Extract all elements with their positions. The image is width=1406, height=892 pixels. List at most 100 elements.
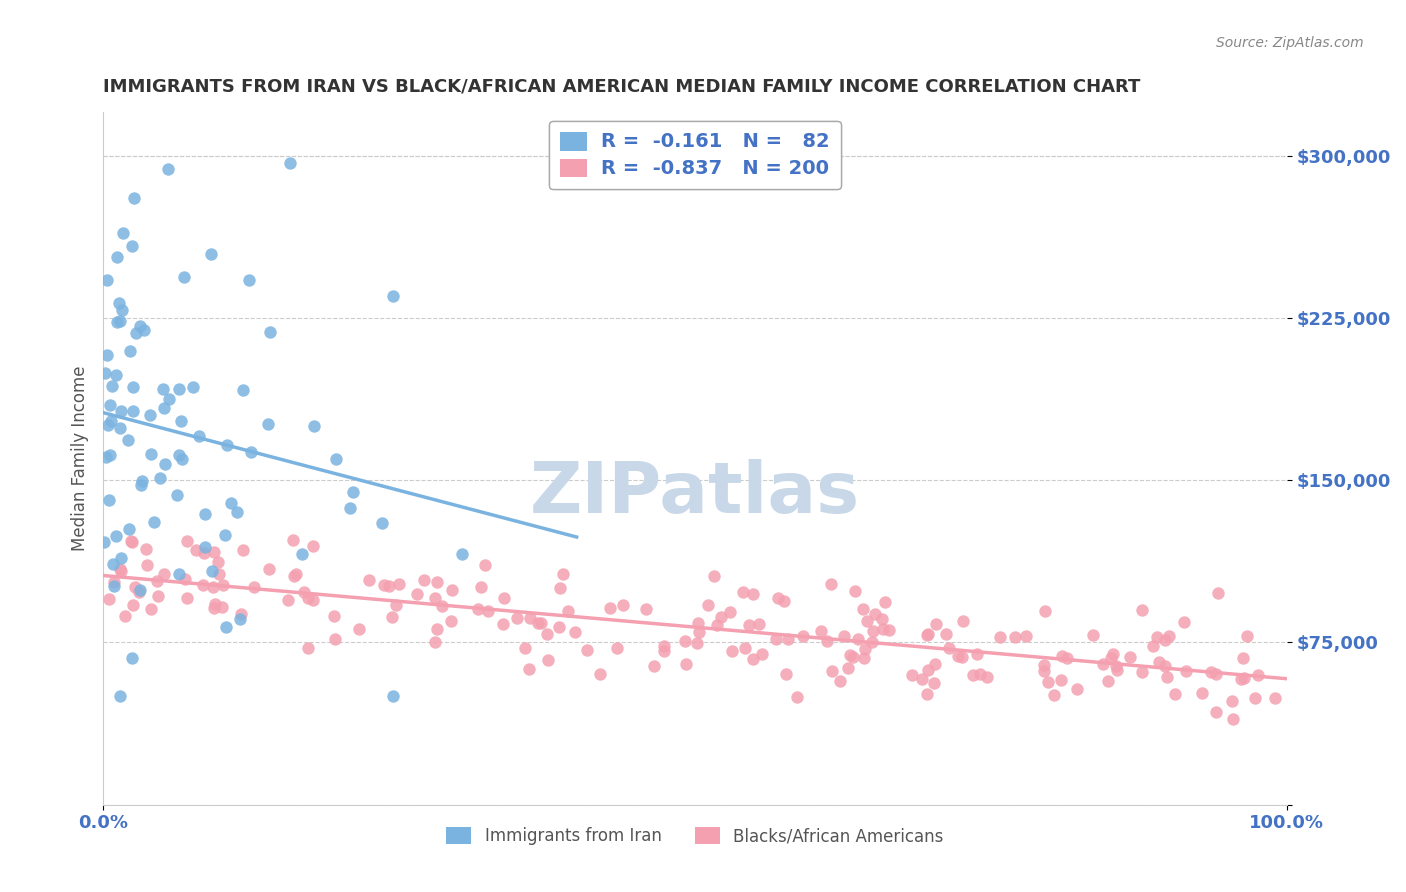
Point [105,315,128,329]
Point [451,547,474,561]
Point [302,539,325,553]
Point [548,581,571,595]
Point [924,657,946,672]
Point [426,575,449,590]
Point [765,632,787,646]
Point [100,414,122,428]
Point [425,591,447,605]
Point [734,641,756,656]
Point [741,652,763,666]
Point [229,607,252,621]
Point [110,404,132,418]
Point [856,614,879,628]
Point [96,273,118,287]
Point [751,647,773,661]
Point [232,543,254,558]
Point [156,161,179,176]
Point [1264,691,1286,706]
Point [492,617,515,632]
Point [146,589,169,603]
Point [938,641,960,656]
Point [215,438,238,452]
Point [202,545,225,559]
Point [873,595,896,609]
Point [98,398,121,412]
Point [128,585,150,599]
Point [108,314,131,328]
Point [1056,651,1078,665]
Point [775,666,797,681]
Point [1066,681,1088,696]
Point [98,448,121,462]
Point [169,414,191,428]
Point [166,487,188,501]
Point [278,156,301,170]
Point [124,580,146,594]
Point [839,648,862,662]
Point [634,602,657,616]
Point [283,533,305,547]
Point [111,227,134,241]
Point [423,634,446,648]
Point [212,578,235,592]
Point [323,609,346,624]
Point [347,622,370,636]
Point [120,344,142,359]
Point [104,529,127,543]
Point [136,558,159,573]
Point [110,551,132,566]
Point [187,428,209,442]
Point [325,452,347,467]
Point [688,615,710,630]
Point [810,624,832,638]
Point [1222,693,1244,707]
Point [1230,672,1253,686]
Point [226,505,249,519]
Point [100,379,122,393]
Point [1164,687,1187,701]
Point [673,634,696,648]
Point [291,547,314,561]
Point [1043,688,1066,702]
Point [432,599,454,614]
Point [257,562,280,576]
Point [675,657,697,672]
Point [292,585,315,599]
Point [1157,629,1180,643]
Point [844,584,866,599]
Point [103,579,125,593]
Point [820,577,842,591]
Point [952,650,974,665]
Point [606,641,628,656]
Point [935,626,957,640]
Point [766,591,789,605]
Point [118,522,141,536]
Point [786,690,808,704]
Point [207,556,229,570]
Point [477,604,499,618]
Point [686,636,709,650]
Point [440,582,463,597]
Point [742,587,765,601]
Point [863,607,886,621]
Point [1050,648,1073,663]
Point [536,626,558,640]
Point [385,598,408,612]
Point [710,610,733,624]
Point [107,296,129,310]
Point [948,649,970,664]
Point [96,348,118,362]
Point [589,666,612,681]
Point [513,640,536,655]
Point [153,567,176,582]
Point [718,605,741,619]
Point [519,611,541,625]
Point [1191,686,1213,700]
Point [152,382,174,396]
Point [167,448,190,462]
Point [371,516,394,530]
Point [301,592,323,607]
Point [193,546,215,560]
Point [1033,604,1056,618]
Point [494,591,516,605]
